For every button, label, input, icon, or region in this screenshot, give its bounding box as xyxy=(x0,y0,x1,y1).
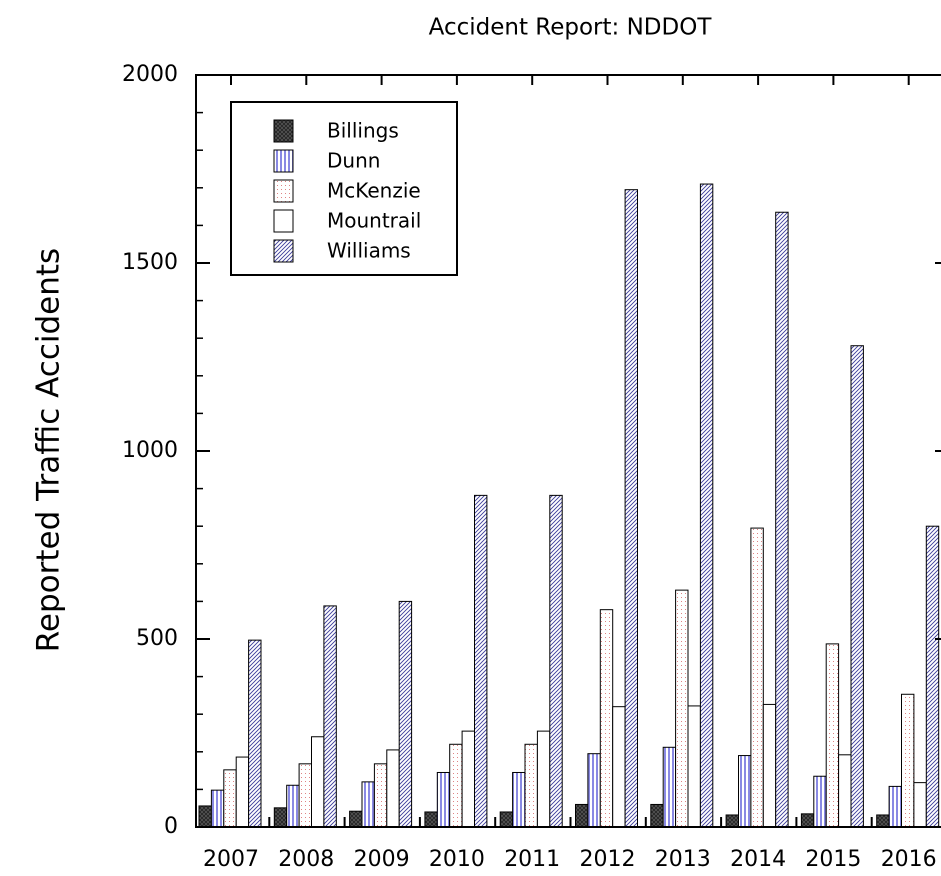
bar xyxy=(298,763,313,828)
x-tick-label: 2008 xyxy=(278,847,334,872)
bar xyxy=(398,600,413,828)
y-tick-label: 0 xyxy=(164,814,178,839)
bar xyxy=(436,771,451,828)
bar xyxy=(248,639,262,828)
x-tick-label: 2016 xyxy=(881,847,937,872)
bar xyxy=(536,730,551,828)
bar xyxy=(575,803,589,828)
bar xyxy=(901,693,915,828)
bar xyxy=(273,807,288,828)
bar xyxy=(235,756,250,828)
legend-label: Mountrail xyxy=(327,209,421,233)
bar xyxy=(286,784,300,828)
x-tick-label: 2010 xyxy=(429,847,485,872)
bar xyxy=(650,803,664,828)
bar xyxy=(198,805,212,828)
legend-label: Dunn xyxy=(327,149,380,173)
legend-label: McKenzie xyxy=(327,179,421,203)
bar xyxy=(223,769,237,828)
y-tick-label: 500 xyxy=(136,626,178,651)
bar xyxy=(838,754,852,828)
legend-label: Williams xyxy=(327,239,411,263)
x-tick-label: 2007 xyxy=(203,847,259,872)
bar xyxy=(612,706,626,828)
bar xyxy=(461,730,476,828)
bar xyxy=(424,811,438,828)
bar xyxy=(687,705,701,828)
x-tick-label: 2009 xyxy=(354,847,410,872)
bar xyxy=(386,749,400,828)
x-tick-label: 2013 xyxy=(655,847,711,872)
y-tick-label: 1000 xyxy=(122,438,178,463)
plot-frame xyxy=(195,74,941,828)
bar xyxy=(587,753,601,828)
bar xyxy=(524,743,538,828)
bar xyxy=(210,789,225,828)
x-tick-label: 2014 xyxy=(730,847,786,872)
bar xyxy=(913,782,927,828)
bar xyxy=(624,189,638,828)
bar xyxy=(662,746,677,828)
bar xyxy=(750,527,764,828)
bar xyxy=(825,643,840,828)
bar xyxy=(349,810,363,828)
bar xyxy=(373,763,388,828)
bar xyxy=(449,743,463,828)
x-tick-label: 2015 xyxy=(805,847,861,872)
bar xyxy=(599,609,614,828)
bar xyxy=(888,785,902,828)
bar xyxy=(549,494,563,828)
bar xyxy=(775,211,789,828)
legend-label: Billings xyxy=(327,119,399,143)
legend-swatch xyxy=(273,209,294,233)
bar xyxy=(311,736,325,828)
legend-swatch xyxy=(273,119,294,143)
bar xyxy=(499,811,514,828)
bar xyxy=(512,771,526,828)
bar xyxy=(675,589,689,828)
y-tick-label: 1500 xyxy=(122,250,178,275)
bar xyxy=(813,775,827,828)
bar xyxy=(738,755,752,828)
x-tick-label: 2011 xyxy=(504,847,560,872)
bar xyxy=(699,183,714,828)
bar xyxy=(925,525,940,828)
bar xyxy=(800,813,815,828)
y-tick-label: 2000 xyxy=(122,62,178,87)
legend-swatch xyxy=(273,239,294,263)
bar xyxy=(361,781,375,828)
legend-swatch xyxy=(273,149,294,173)
legend-box xyxy=(230,101,458,276)
bar xyxy=(876,814,890,828)
bar xyxy=(323,605,337,828)
bar xyxy=(762,703,777,828)
bar xyxy=(725,814,739,828)
legend-swatch xyxy=(273,179,294,203)
y-axis-label: Reported Traffic Accidents xyxy=(31,248,67,652)
bar xyxy=(850,345,864,828)
chart-title: Accident Report: NDDOT xyxy=(429,15,713,41)
x-tick-label: 2012 xyxy=(580,847,636,872)
bar xyxy=(474,494,488,828)
